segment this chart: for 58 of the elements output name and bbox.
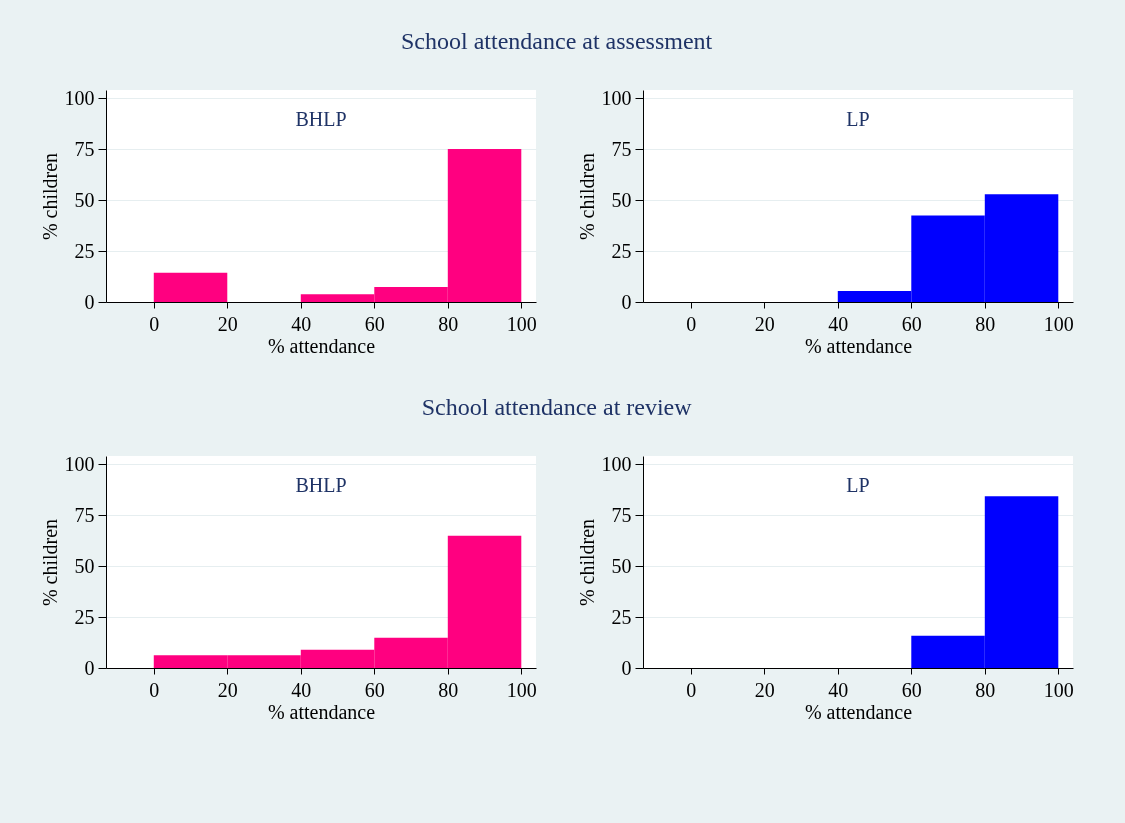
chart-title: School attendance at review [421, 394, 693, 421]
x-tick-label: 100 [1043, 312, 1074, 335]
y-tick-label: 25 [611, 239, 632, 262]
y-axis-title: % children [575, 152, 598, 241]
x-tick-label: 0 [686, 312, 697, 335]
y-tick-label: 50 [74, 188, 95, 211]
x-tick-label: 40 [828, 678, 849, 701]
x-tick-label: 60 [364, 312, 385, 335]
x-tick-label: 20 [754, 678, 775, 701]
x-tick-label: 20 [217, 312, 238, 335]
annotation: LP [846, 108, 870, 130]
x-tick-label: 80 [438, 312, 459, 335]
x-tick-label: 80 [975, 678, 996, 701]
y-tick-label: 100 [601, 86, 632, 109]
y-axis-title: % children [575, 518, 598, 607]
x-tick-label: 100 [1043, 678, 1074, 701]
x-tick-label: 80 [438, 678, 459, 701]
y-tick-label: 25 [611, 605, 632, 628]
x-tick-label: 20 [754, 312, 775, 335]
y-axis-title: % children [38, 152, 61, 241]
x-tick-label: 0 [686, 678, 697, 701]
x-tick-label: 40 [828, 312, 849, 335]
x-tick-label: 40 [291, 312, 312, 335]
y-tick-label: 25 [74, 605, 95, 628]
annotation: LP [846, 474, 870, 496]
annotation: BHLP [295, 108, 347, 130]
y-tick-label: 0 [621, 290, 632, 313]
x-tick-label: 80 [975, 312, 996, 335]
x-tick-label: 100 [506, 312, 537, 335]
y-axis-title: % children [38, 518, 61, 607]
annotation: BHLP [295, 474, 347, 496]
y-tick-label: 0 [621, 656, 632, 679]
x-tick-label: 60 [901, 678, 922, 701]
y-tick-label: 75 [74, 503, 95, 526]
y-tick-label: 50 [611, 188, 632, 211]
x-axis-title: % attendance [804, 334, 913, 357]
y-tick-label: 75 [611, 503, 632, 526]
x-tick-label: 0 [149, 312, 160, 335]
y-tick-label: 0 [84, 656, 95, 679]
x-tick-label: 20 [217, 678, 238, 701]
y-tick-label: 100 [64, 86, 95, 109]
x-axis-title: % attendance [804, 700, 913, 723]
x-tick-label: 60 [364, 678, 385, 701]
y-tick-label: 50 [74, 554, 95, 577]
x-axis-title: % attendance [267, 334, 376, 357]
y-tick-label: 50 [611, 554, 632, 577]
y-tick-label: 0 [84, 290, 95, 313]
y-tick-label: 75 [74, 137, 95, 160]
y-tick-label: 75 [611, 137, 632, 160]
x-tick-label: 40 [291, 678, 312, 701]
x-axis-title: % attendance [267, 700, 376, 723]
x-tick-label: 100 [506, 678, 537, 701]
y-tick-label: 100 [601, 452, 632, 475]
y-tick-label: 100 [64, 452, 95, 475]
x-tick-label: 60 [901, 312, 922, 335]
y-tick-label: 25 [74, 239, 95, 262]
chart-title: School attendance at assessment [401, 28, 713, 55]
x-tick-label: 0 [149, 678, 160, 701]
